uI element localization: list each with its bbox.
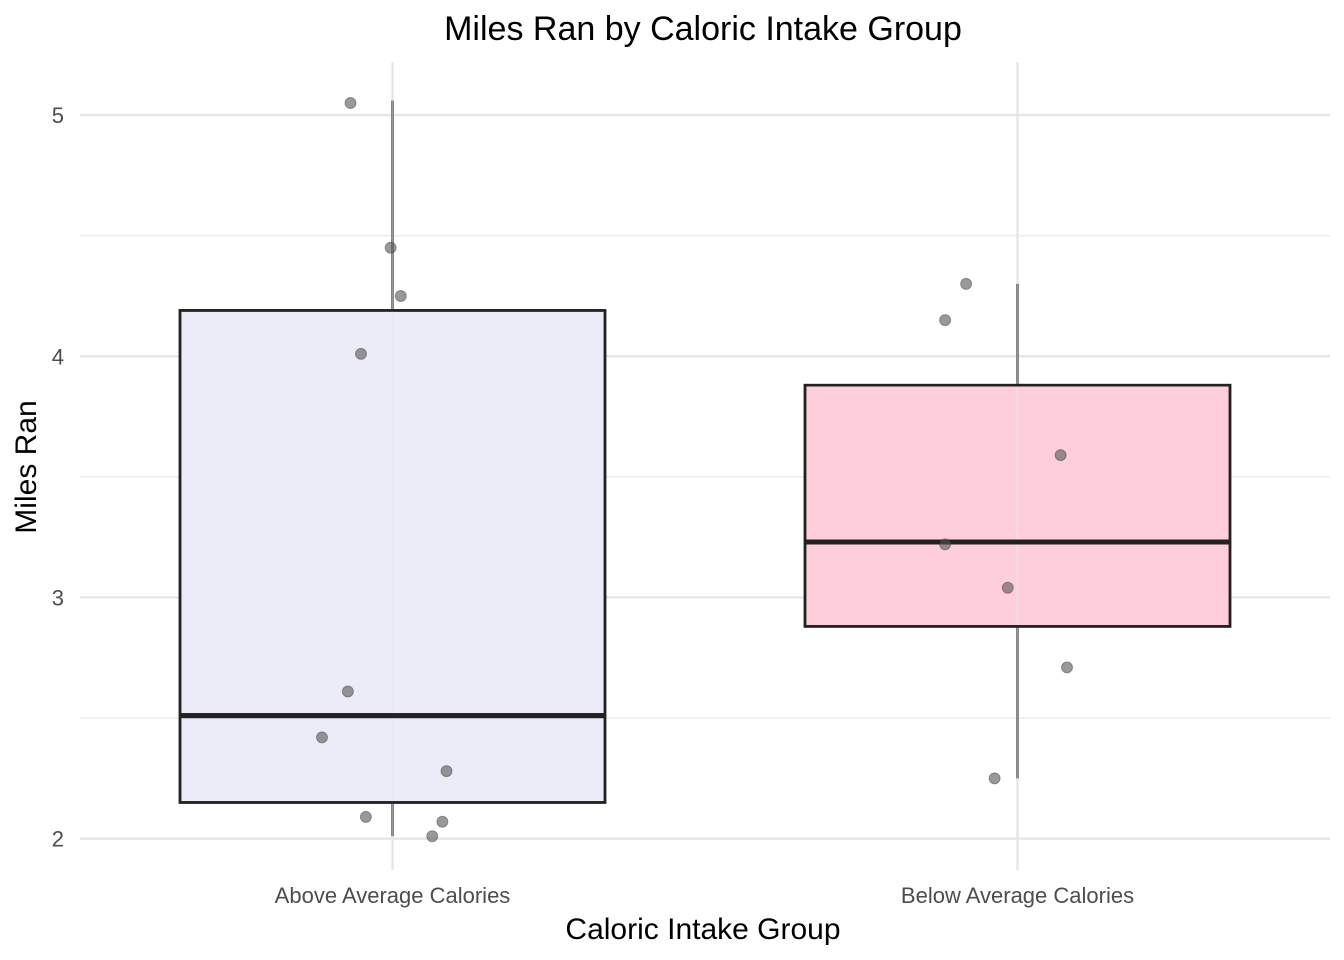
- data-point: [394, 289, 407, 302]
- data-point: [436, 815, 449, 828]
- data-point: [939, 314, 952, 327]
- box-layer: [178, 62, 1232, 870]
- data-point: [355, 347, 367, 360]
- data-point: [359, 810, 372, 823]
- data-point: [341, 685, 354, 698]
- point-layer: [316, 97, 1073, 843]
- data-point: [316, 731, 328, 744]
- data-point: [440, 765, 453, 778]
- box-outline: [178, 309, 607, 804]
- y-tick-label: 5: [52, 103, 64, 128]
- tick-layer: 2 3 4 5 Above Average Calories Below Average …: [52, 103, 1134, 908]
- data-point: [960, 277, 973, 290]
- data-point: [1054, 449, 1067, 462]
- x-axis-title: Caloric Intake Group: [565, 913, 840, 946]
- data-point: [1061, 661, 1073, 674]
- box-outline: [803, 383, 1232, 628]
- x-tick-label: Below Average Calories: [901, 883, 1134, 908]
- chart-title: Miles Ran by Caloric Intake Group: [444, 10, 962, 48]
- data-point: [1001, 581, 1014, 594]
- data-point: [939, 538, 952, 551]
- y-tick-label: 3: [52, 585, 64, 610]
- y-tick-label: 4: [52, 344, 64, 369]
- data-point: [426, 830, 439, 843]
- data-point: [344, 97, 357, 110]
- y-axis-title: Miles Ran: [10, 400, 43, 533]
- data-point: [988, 772, 1001, 785]
- data-point: [384, 241, 397, 254]
- x-tick-label: Above Average Calories: [275, 883, 511, 908]
- y-tick-label: 2: [52, 827, 64, 852]
